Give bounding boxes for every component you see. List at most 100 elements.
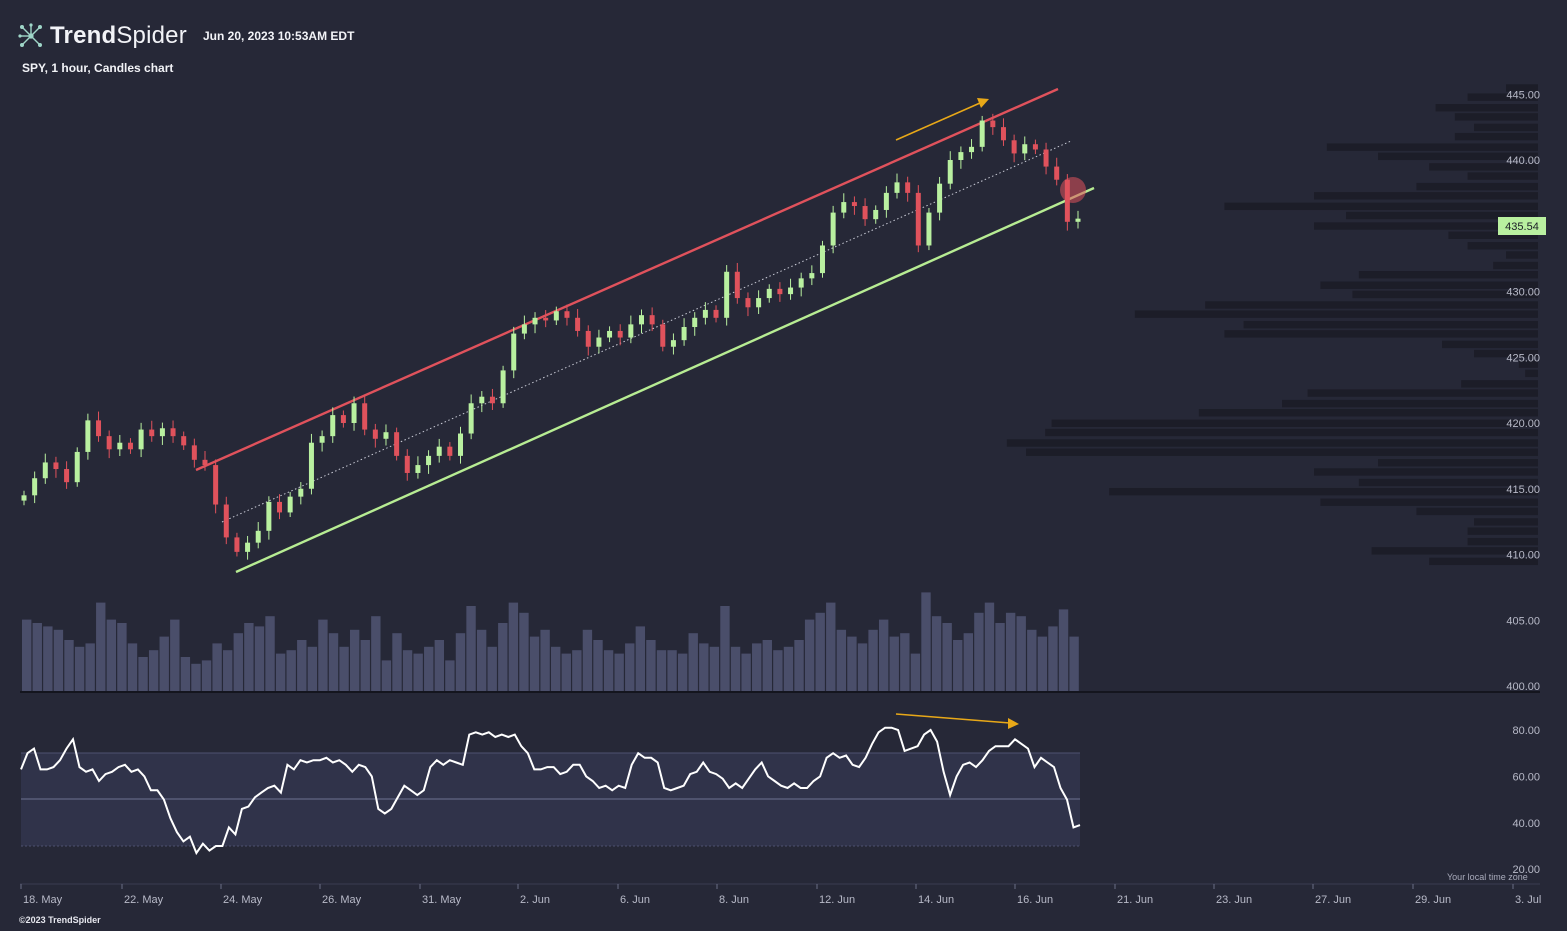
candle[interactable] [415,465,421,473]
median-dotted-line[interactable] [221,140,1072,523]
volume-bar[interactable] [1016,616,1026,691]
upper-channel-line[interactable] [195,87,1059,472]
volume-bar[interactable] [223,650,233,691]
candle[interactable] [138,429,144,450]
volume-bar[interactable] [603,650,614,691]
volume-bar[interactable] [551,646,561,691]
candle[interactable] [628,324,634,338]
volume-bar[interactable] [402,650,413,691]
candle[interactable] [947,160,953,184]
candle[interactable] [479,396,485,404]
volume-bar[interactable] [43,626,53,691]
volume-bar[interactable] [413,653,423,691]
volume-bar[interactable] [656,650,667,691]
candle[interactable] [127,442,133,450]
candle[interactable] [990,120,996,128]
candle[interactable] [277,501,283,513]
candle[interactable] [809,273,815,279]
volume-bar[interactable] [942,623,952,691]
volume-bar[interactable] [804,619,815,691]
volume-bar[interactable] [752,643,762,691]
volume-bar[interactable] [889,636,899,691]
candle[interactable] [841,202,847,213]
candle[interactable] [798,278,804,288]
volume-bar[interactable] [85,643,95,691]
candle[interactable] [426,455,432,466]
candle[interactable] [713,309,719,318]
candle[interactable] [915,192,921,246]
volume-bar[interactable] [688,633,698,691]
candle[interactable] [149,429,155,437]
volume-bar[interactable] [783,646,794,691]
volume-bar[interactable] [201,660,212,691]
timezone-note[interactable]: Your local time zone [1447,872,1528,882]
candle[interactable] [1022,144,1028,154]
candle[interactable] [596,337,602,347]
candle[interactable] [756,298,762,308]
candle[interactable] [1032,144,1038,150]
candle[interactable] [85,420,91,452]
candle[interactable] [181,436,187,446]
rsi-line[interactable] [20,726,1081,856]
volume-bar[interactable] [1058,609,1069,691]
candle[interactable] [788,287,794,295]
candle[interactable] [266,501,272,531]
candle[interactable] [830,212,836,246]
volume-bar[interactable] [349,629,360,691]
candle[interactable] [862,206,868,220]
candle[interactable] [692,317,698,328]
candle[interactable] [404,455,410,473]
volume-bar[interactable] [424,646,434,691]
candle[interactable] [766,288,772,299]
volume-bar[interactable] [32,623,42,691]
volume-bar[interactable] [487,646,497,691]
volume-bar[interactable] [127,643,138,691]
candle[interactable] [447,446,453,456]
volume-bar[interactable] [307,646,318,691]
volume-bar[interactable] [826,602,836,691]
volume-bar[interactable] [921,592,931,691]
volume-bar[interactable] [180,657,191,691]
price-arrow-line[interactable] [895,102,981,141]
candle[interactable] [670,340,676,347]
candle[interactable] [777,288,783,295]
volume-bar[interactable] [836,629,847,691]
volume-bar[interactable] [254,626,265,691]
volume-bar[interactable] [297,640,307,691]
candle[interactable] [649,315,655,325]
candle[interactable] [724,271,730,318]
candle[interactable] [117,442,123,450]
candle[interactable] [245,542,251,552]
volume-bar[interactable] [286,650,296,691]
volume-bar[interactable] [720,606,730,691]
candle[interactable] [383,432,389,439]
volume-bar[interactable] [519,612,529,691]
candle[interactable] [340,415,346,423]
candle[interactable] [159,428,165,437]
volume-bar[interactable] [572,650,582,691]
candle[interactable] [617,330,623,338]
volume-bar[interactable] [847,636,857,691]
volume-bar[interactable] [328,633,339,691]
candle[interactable] [819,245,825,274]
candle[interactable] [53,462,59,470]
volume-bar[interactable] [910,653,921,691]
volume-bar[interactable] [709,646,720,691]
candle[interactable] [1075,218,1081,222]
candle[interactable] [958,152,964,160]
volume-bar[interactable] [498,623,508,691]
candle[interactable] [74,451,80,483]
candle[interactable] [330,415,336,437]
candle[interactable] [937,183,943,213]
volume-bar[interactable] [265,616,275,691]
volume-bar[interactable] [508,602,519,691]
volume-bar[interactable] [529,636,540,691]
candle[interactable] [702,309,708,318]
candle[interactable] [543,317,549,321]
volume-bar[interactable] [953,640,963,691]
candle[interactable] [458,433,464,456]
candle[interactable] [489,396,495,404]
volume-bar[interactable] [159,636,169,691]
volume-bar[interactable] [593,640,603,691]
volume-bar[interactable] [931,616,942,691]
